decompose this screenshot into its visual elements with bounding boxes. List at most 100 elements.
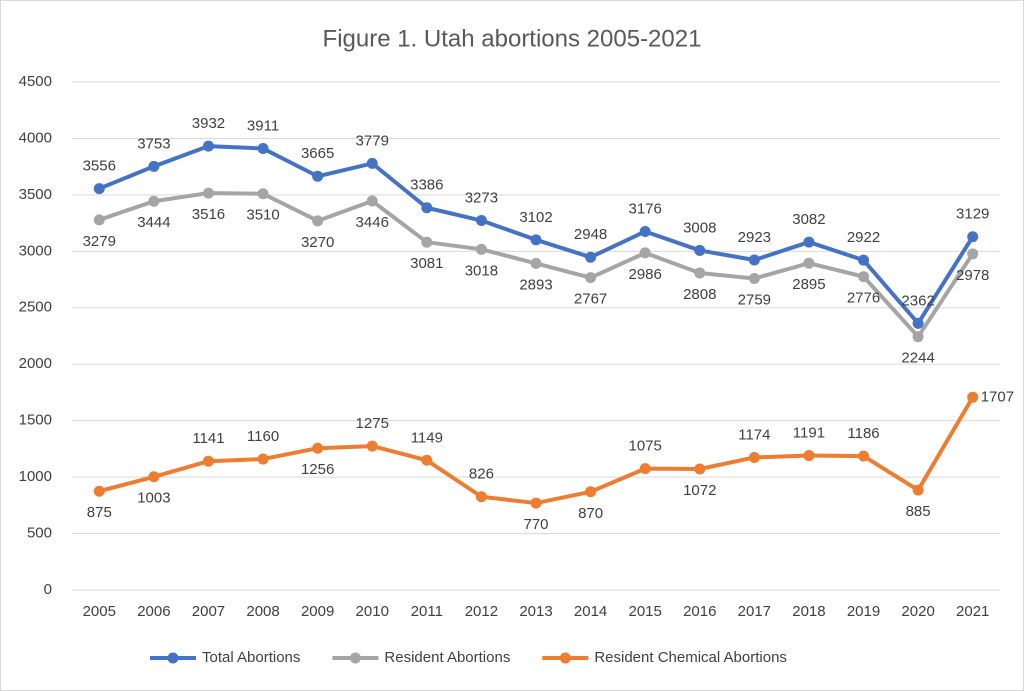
data-point [694, 463, 706, 475]
legend: Total Abortions Resident Abortions Residen… [150, 649, 787, 666]
data-point [530, 497, 542, 509]
data-point [148, 160, 160, 172]
data-point [148, 195, 160, 207]
data-label: 3911 [247, 117, 279, 134]
data-point [202, 140, 214, 152]
data-label: 3779 [356, 132, 389, 149]
data-point [93, 183, 105, 195]
data-label: 2922 [847, 229, 880, 246]
data-label: 3273 [465, 189, 498, 206]
legend-marker [349, 652, 361, 664]
x-tick-label: 2005 [83, 603, 116, 620]
data-point [475, 243, 487, 255]
data-label: 1072 [683, 482, 716, 499]
data-label: 1256 [301, 461, 334, 478]
data-point [639, 463, 651, 475]
data-point [585, 272, 597, 284]
data-point [967, 248, 979, 260]
y-tick-label: 3500 [19, 186, 52, 203]
legend-marker [167, 652, 179, 664]
data-label: 2978 [956, 267, 989, 284]
data-point [639, 247, 651, 259]
data-label: 3753 [137, 135, 170, 152]
data-point [912, 317, 924, 329]
data-point [912, 331, 924, 343]
data-point [803, 257, 815, 269]
data-point [312, 170, 324, 182]
data-label: 826 [469, 466, 494, 483]
data-point [257, 188, 269, 200]
data-point [967, 391, 979, 403]
data-label: 1149 [411, 429, 443, 446]
data-label: 3444 [137, 214, 170, 231]
data-label: 3386 [410, 177, 443, 194]
data-label: 2895 [792, 276, 825, 293]
x-tick-label: 2020 [901, 603, 934, 620]
data-label: 3082 [792, 211, 825, 228]
data-label: 1160 [247, 428, 279, 445]
data-point [585, 251, 597, 263]
y-tick-label: 500 [27, 525, 52, 542]
data-point [257, 142, 269, 154]
x-tick-label: 2017 [738, 603, 771, 620]
data-label: 3018 [465, 262, 498, 279]
data-label: 2759 [738, 292, 771, 309]
data-label: 2362 [901, 292, 934, 309]
data-label: 3279 [83, 233, 116, 250]
x-tick-label: 2013 [519, 603, 552, 620]
data-point [530, 257, 542, 269]
data-point [530, 234, 542, 246]
data-label: 770 [523, 516, 548, 533]
x-tick-label: 2011 [411, 603, 443, 620]
data-label: 3270 [301, 234, 334, 251]
data-label: 2986 [628, 266, 661, 283]
data-point [366, 195, 378, 207]
legend-marker [559, 652, 571, 664]
x-tick-label: 2007 [192, 603, 225, 620]
data-label: 3008 [683, 219, 716, 236]
data-point [803, 236, 815, 248]
data-label: 2893 [519, 276, 552, 293]
data-point [858, 450, 870, 462]
data-point [639, 225, 651, 237]
data-point [93, 214, 105, 226]
data-point [748, 451, 760, 463]
x-tick-label: 2016 [683, 603, 716, 620]
data-label: 3102 [519, 209, 552, 226]
x-tick-label: 2008 [246, 603, 279, 620]
data-point [694, 244, 706, 256]
data-point [421, 236, 433, 248]
data-point [202, 187, 214, 199]
data-point [475, 491, 487, 503]
data-point [366, 440, 378, 452]
data-point [912, 484, 924, 496]
data-point [858, 271, 870, 283]
chart-title: Figure 1. Utah abortions 2005-2021 [323, 25, 702, 52]
legend-label: Resident Abortions [384, 649, 510, 666]
data-label: 2776 [847, 290, 880, 307]
data-label: 2948 [574, 226, 607, 243]
x-tick-label: 2009 [301, 603, 334, 620]
y-tick-label: 1000 [19, 468, 52, 485]
data-label: 3081 [410, 255, 443, 272]
data-label: 1174 [738, 426, 770, 443]
data-label: 1191 [793, 425, 825, 442]
data-label: 885 [906, 503, 931, 520]
data-point [421, 454, 433, 466]
data-point [366, 157, 378, 169]
data-point [967, 231, 979, 243]
x-tick-label: 2014 [574, 603, 607, 620]
data-point [803, 450, 815, 462]
data-label: 1707 [981, 388, 1014, 405]
x-tick-label: 2010 [356, 603, 389, 620]
data-label: 3510 [246, 207, 279, 224]
data-point [748, 273, 760, 285]
data-point [748, 254, 760, 266]
x-tick-label: 2012 [465, 603, 498, 620]
data-point [585, 486, 597, 498]
data-label: 1186 [847, 425, 879, 442]
data-label: 1141 [192, 430, 224, 447]
data-label: 3665 [301, 145, 334, 162]
